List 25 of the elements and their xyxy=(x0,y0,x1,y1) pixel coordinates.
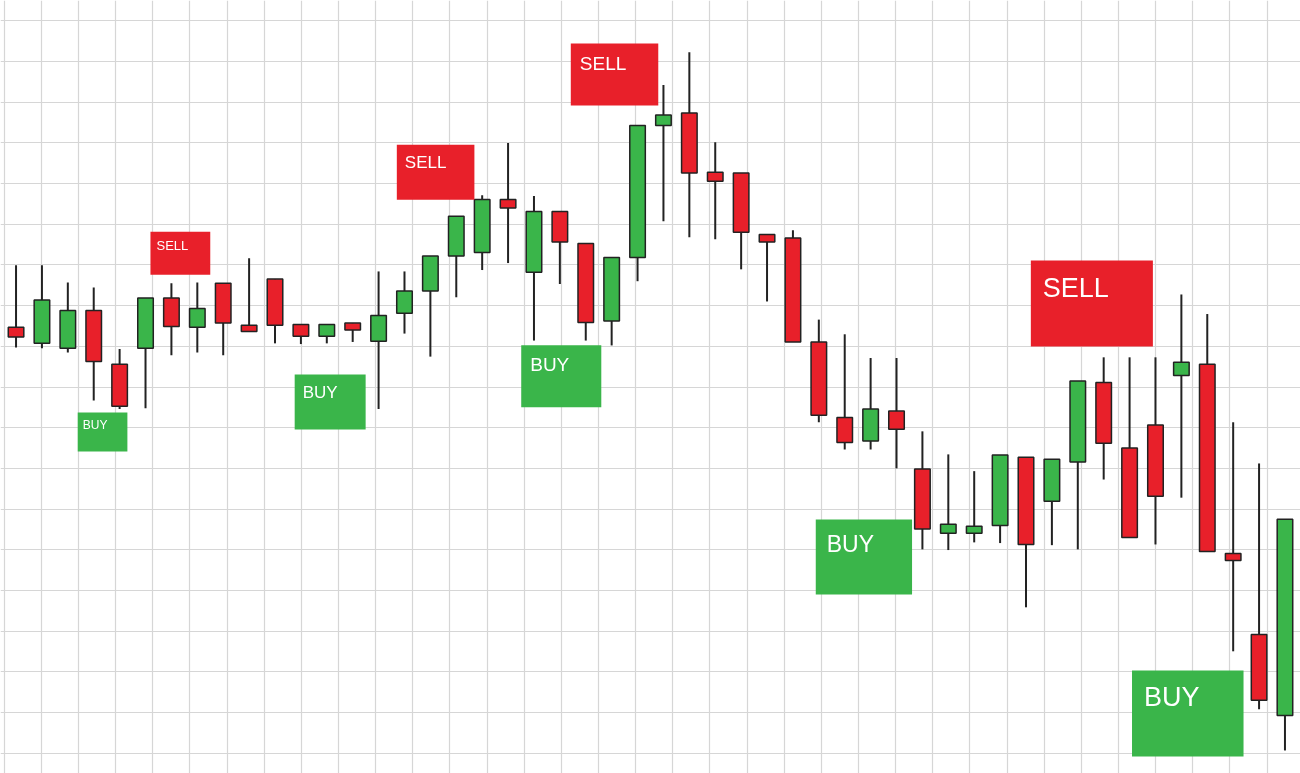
annotation: SELL xyxy=(1042,272,1109,303)
candlestick xyxy=(706,141,724,241)
annotation: BUY xyxy=(302,382,338,402)
candlestick xyxy=(318,323,336,345)
candlestick xyxy=(7,264,25,349)
candlestick xyxy=(888,357,906,470)
candlestick xyxy=(758,233,776,303)
annotation: BUY xyxy=(1144,682,1200,713)
candlestick xyxy=(939,453,957,552)
annotation: SELL xyxy=(156,237,189,253)
candlestick xyxy=(395,270,413,335)
candlestick xyxy=(292,323,310,346)
annotation: BUY xyxy=(826,530,875,557)
candlestick xyxy=(188,281,206,354)
annotation: SELL xyxy=(579,52,627,74)
annotation: BUY xyxy=(530,354,570,376)
candlestick xyxy=(344,322,362,343)
candlestick xyxy=(240,257,258,333)
candlestick xyxy=(1172,293,1190,499)
candlestick xyxy=(654,83,672,223)
annotation: SELL xyxy=(404,152,447,172)
candlestick xyxy=(499,141,517,265)
annotation: BUY xyxy=(82,417,108,432)
candlestick xyxy=(1224,421,1242,653)
candlestick xyxy=(965,470,983,544)
